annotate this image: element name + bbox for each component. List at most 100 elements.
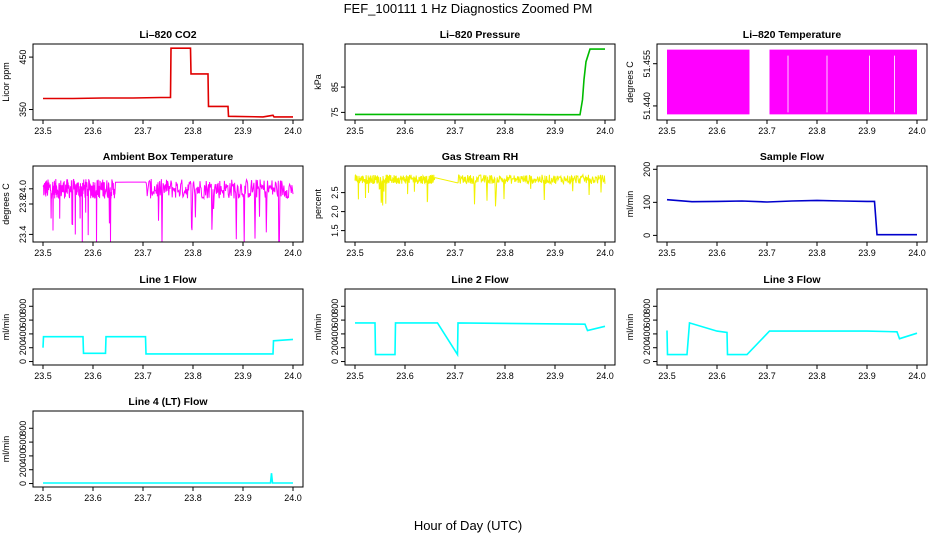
x-tick-label: 23.6	[84, 126, 102, 136]
plot-frame	[32, 410, 304, 488]
panel-data	[666, 321, 918, 356]
x-tick-label: 23.8	[184, 371, 202, 381]
x-tick-label: 23.8	[184, 126, 202, 136]
y-tick-label: 0	[642, 359, 652, 364]
plot-frame	[656, 43, 928, 121]
panel-title: Line 4 (LT) Flow	[128, 396, 208, 408]
x-tick-label: 23.9	[234, 493, 252, 503]
x-tick-label: 23.9	[546, 248, 564, 258]
x-tick-label: 23.7	[134, 126, 152, 136]
figure-x-axis-label: Hour of Day (UTC)	[413, 518, 523, 533]
x-tick-label: 24.0	[596, 248, 614, 258]
x-tick-label: 23.5	[658, 371, 676, 381]
panel-data	[42, 178, 294, 242]
y-tick-label: 200	[330, 340, 340, 355]
x-tick-label: 23.7	[758, 371, 776, 381]
x-tick-label: 23.8	[184, 493, 202, 503]
panel-data	[43, 47, 293, 118]
y-tick-label: 23.4	[18, 226, 28, 244]
y-tick-label: 800	[642, 299, 652, 314]
y-axis-label: kPa	[313, 74, 323, 90]
x-tick-label: 23.9	[546, 371, 564, 381]
panel-title: Ambient Box Temperature	[103, 151, 234, 163]
y-tick-label: 51.440	[642, 92, 652, 120]
panel-data	[666, 198, 917, 236]
x-tick-label: 24.0	[908, 126, 926, 136]
panel-data	[355, 322, 606, 358]
x-tick-label: 23.6	[84, 371, 102, 381]
x-tick-label: 23.8	[808, 126, 826, 136]
panel-8: Line 3 Flow ml/min 23.5 23.6 23.7 23.8 23.9 24.…	[625, 274, 928, 381]
panel-title: Li–820 Pressure	[440, 29, 521, 41]
panel-title: Line 1 Flow	[139, 274, 197, 286]
x-tick-label: 23.6	[708, 248, 726, 258]
y-tick-label: 350	[18, 102, 28, 117]
x-tick-label: 23.9	[234, 248, 252, 258]
y-axis-label: ml/min	[313, 314, 323, 341]
y-tick-label: 600	[18, 313, 28, 328]
x-tick-label: 23.6	[396, 371, 414, 381]
y-tick-label: 800	[18, 299, 28, 314]
x-tick-label: 24.0	[284, 371, 302, 381]
panel-data	[355, 48, 605, 116]
x-tick-label: 23.7	[134, 248, 152, 258]
x-tick-label: 23.8	[808, 248, 826, 258]
x-tick-label: 23.5	[34, 371, 52, 381]
x-tick-label: 24.0	[284, 126, 302, 136]
y-tick-label: 400	[330, 326, 340, 341]
y-axis-label: ml/min	[625, 314, 635, 341]
x-tick-label: 23.6	[396, 126, 414, 136]
panel-3: Ambient Box Temperature degrees C 23.5 23.6…	[1, 151, 304, 258]
y-tick-label: 24.0	[18, 180, 28, 198]
y-axis-label: ml/min	[625, 191, 635, 218]
x-tick-label: 23.5	[34, 126, 52, 136]
x-tick-label: 23.7	[134, 371, 152, 381]
x-tick-label: 23.8	[496, 248, 514, 258]
x-tick-label: 23.7	[446, 371, 464, 381]
x-tick-label: 23.9	[234, 371, 252, 381]
figure-title: FEF_100111 1 Hz Diagnostics Zoomed PM	[343, 1, 593, 16]
panel-9: Line 4 (LT) Flow ml/min 23.5 23.6 23.7 23.8 23…	[1, 396, 304, 503]
x-tick-label: 23.5	[658, 126, 676, 136]
y-tick-label: 23.8	[18, 195, 28, 213]
x-tick-label: 23.7	[446, 248, 464, 258]
plot-frame	[656, 165, 928, 243]
y-tick-label: 800	[18, 421, 28, 436]
x-tick-label: 23.8	[496, 126, 514, 136]
x-tick-label: 23.6	[84, 248, 102, 258]
series-line	[355, 322, 606, 358]
series-line	[42, 335, 294, 355]
x-tick-label: 23.9	[234, 126, 252, 136]
x-tick-label: 24.0	[284, 248, 302, 258]
x-tick-label: 23.8	[184, 248, 202, 258]
panel-data	[354, 173, 606, 207]
panel-data	[667, 49, 917, 115]
series-line	[43, 47, 293, 118]
x-tick-label: 23.9	[858, 248, 876, 258]
panel-0: Li–820 CO2 Licor ppm 23.5 23.6 23.7 23.8 23.9 2…	[1, 29, 304, 136]
panel-5: Sample Flow ml/min 23.5 23.6 23.7 23.8 23.9 24.…	[625, 151, 928, 258]
y-tick-label: 400	[18, 448, 28, 463]
x-tick-label: 23.5	[34, 493, 52, 503]
y-tick-label: 600	[642, 313, 652, 328]
y-axis-label: degrees C	[1, 183, 11, 225]
x-tick-label: 23.5	[34, 248, 52, 258]
y-axis-label: ml/min	[1, 314, 11, 341]
y-axis-label: ml/min	[1, 436, 11, 463]
plot-frame	[344, 288, 616, 366]
y-tick-label: 200	[642, 340, 652, 355]
x-tick-label: 23.5	[346, 248, 364, 258]
x-tick-label: 23.8	[808, 371, 826, 381]
y-tick-label: 400	[642, 326, 652, 341]
y-tick-label: 100	[642, 195, 652, 210]
x-tick-label: 23.8	[496, 371, 514, 381]
x-tick-label: 23.6	[708, 371, 726, 381]
x-tick-label: 23.9	[858, 371, 876, 381]
panel-data	[42, 335, 294, 355]
y-tick-label: 600	[18, 435, 28, 450]
y-tick-label: 200	[642, 162, 652, 177]
y-tick-label: 0	[18, 481, 28, 486]
y-axis-label: percent	[313, 188, 323, 219]
x-tick-label: 23.5	[658, 248, 676, 258]
panel-title: Line 2 Flow	[451, 274, 509, 286]
